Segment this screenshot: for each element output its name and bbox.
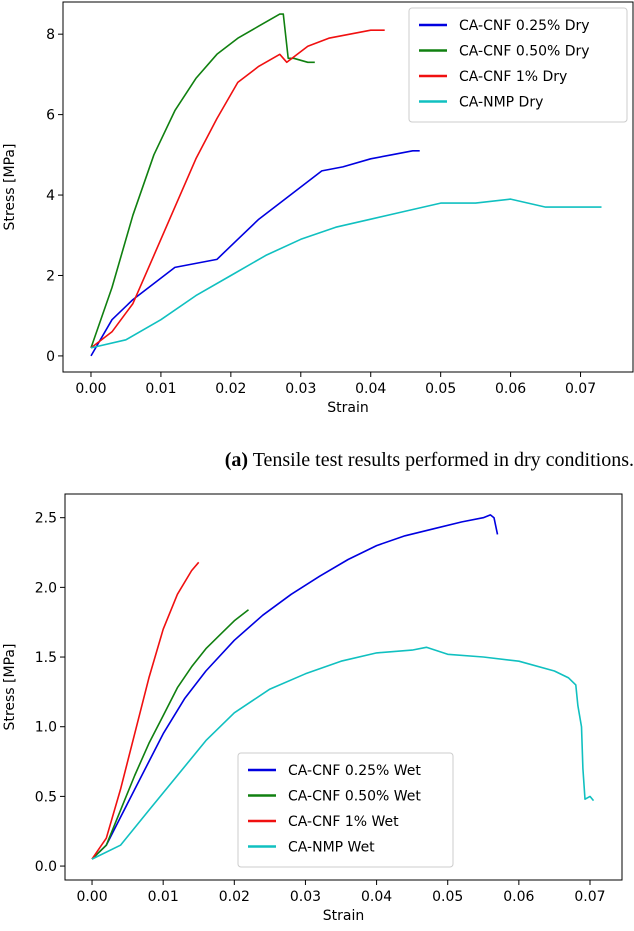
chart-wet: 0.00 0.01 0.02 0.03 0.04 0.05 0.06 0.07 0.0 0.5 1.…: [2, 493, 623, 924]
x-tick-label: 0.02: [219, 889, 250, 905]
y-axis-label: Stress [MPa]: [2, 144, 18, 231]
series-line-3: [91, 561, 200, 860]
y-tick-label: 2.0: [35, 580, 57, 596]
series-line-4: [90, 198, 602, 349]
x-tick-label: 0.06: [495, 381, 526, 397]
legend: CA-CNF 0.25% Wet CA-CNF 0.50% Wet CA-CNF 1…: [237, 752, 454, 868]
plot-frame: [62, 1, 634, 373]
x-tick-label: 0.00: [76, 889, 107, 905]
legend-label: CA-CNF 0.50% Wet: [288, 789, 421, 805]
x-tick-label: 0.04: [355, 381, 386, 397]
legend-label: CA-NMP Dry: [459, 95, 543, 111]
x-tick-label: 0.00: [75, 381, 106, 397]
x-tick-label: 0.05: [425, 381, 456, 397]
figure-caption-a: (a) Tensile test results performed in dr…: [0, 449, 634, 472]
series-line-1: [91, 514, 499, 860]
y-tick-label: 2.5: [35, 511, 57, 527]
x-tick-label: 0.01: [148, 889, 179, 905]
legend-label: CA-CNF 0.25% Dry: [459, 18, 590, 34]
y-axis-label: Stress [MPa]: [2, 644, 18, 731]
x-axis-label: Strain: [323, 908, 364, 924]
series-line-2: [90, 13, 315, 349]
series-line-2: [91, 609, 249, 860]
y-tick-label: 0.0: [35, 859, 57, 875]
x-tick-label: 0.03: [290, 889, 321, 905]
series-line-1: [90, 150, 420, 357]
legend-label: CA-NMP Wet: [288, 840, 375, 856]
legend-box: [408, 7, 628, 123]
legend-label: CA-CNF 0.50% Dry: [459, 44, 590, 60]
x-tick-label: 0.06: [503, 889, 534, 905]
x-tick-label: 0.03: [285, 381, 316, 397]
x-tick-label: 0.07: [574, 889, 605, 905]
series-line-3: [90, 29, 385, 349]
plot-frame: [64, 493, 623, 881]
y-tick-label: 0: [46, 349, 55, 365]
x-tick-label: 0.05: [432, 889, 463, 905]
y-tick-label: 6: [46, 108, 55, 124]
y-tick-label: 2: [46, 268, 55, 284]
x-tick-label: 0.07: [565, 381, 596, 397]
y-tick-label: 4: [46, 188, 55, 204]
legend: CA-CNF 0.25% Dry CA-CNF 0.50% Dry CA-CNF 1…: [408, 7, 628, 123]
x-tick-label: 0.01: [145, 381, 176, 397]
caption-text: Tensile test results performed in dry co…: [252, 449, 634, 471]
y-tick-label: 1.0: [35, 720, 57, 736]
legend-box: [237, 752, 454, 868]
x-axis-label: Strain: [327, 400, 368, 416]
y-tick-label: 8: [46, 27, 55, 43]
x-tick-label: 0.02: [215, 381, 246, 397]
legend-label: CA-CNF 1% Dry: [459, 69, 567, 85]
caption-label: (a): [224, 449, 249, 471]
legend-label: CA-CNF 1% Wet: [288, 814, 399, 830]
legend-label: CA-CNF 0.25% Wet: [288, 763, 421, 779]
chart-dry: 0.00 0.01 0.02 0.03 0.04 0.05 0.06 0.07 0 2 4 6 8 Str…: [2, 1, 634, 416]
y-tick-label: 0.5: [35, 789, 57, 805]
x-tick-label: 0.04: [361, 889, 392, 905]
series-line-4: [91, 646, 595, 860]
y-tick-label: 1.5: [35, 650, 57, 666]
